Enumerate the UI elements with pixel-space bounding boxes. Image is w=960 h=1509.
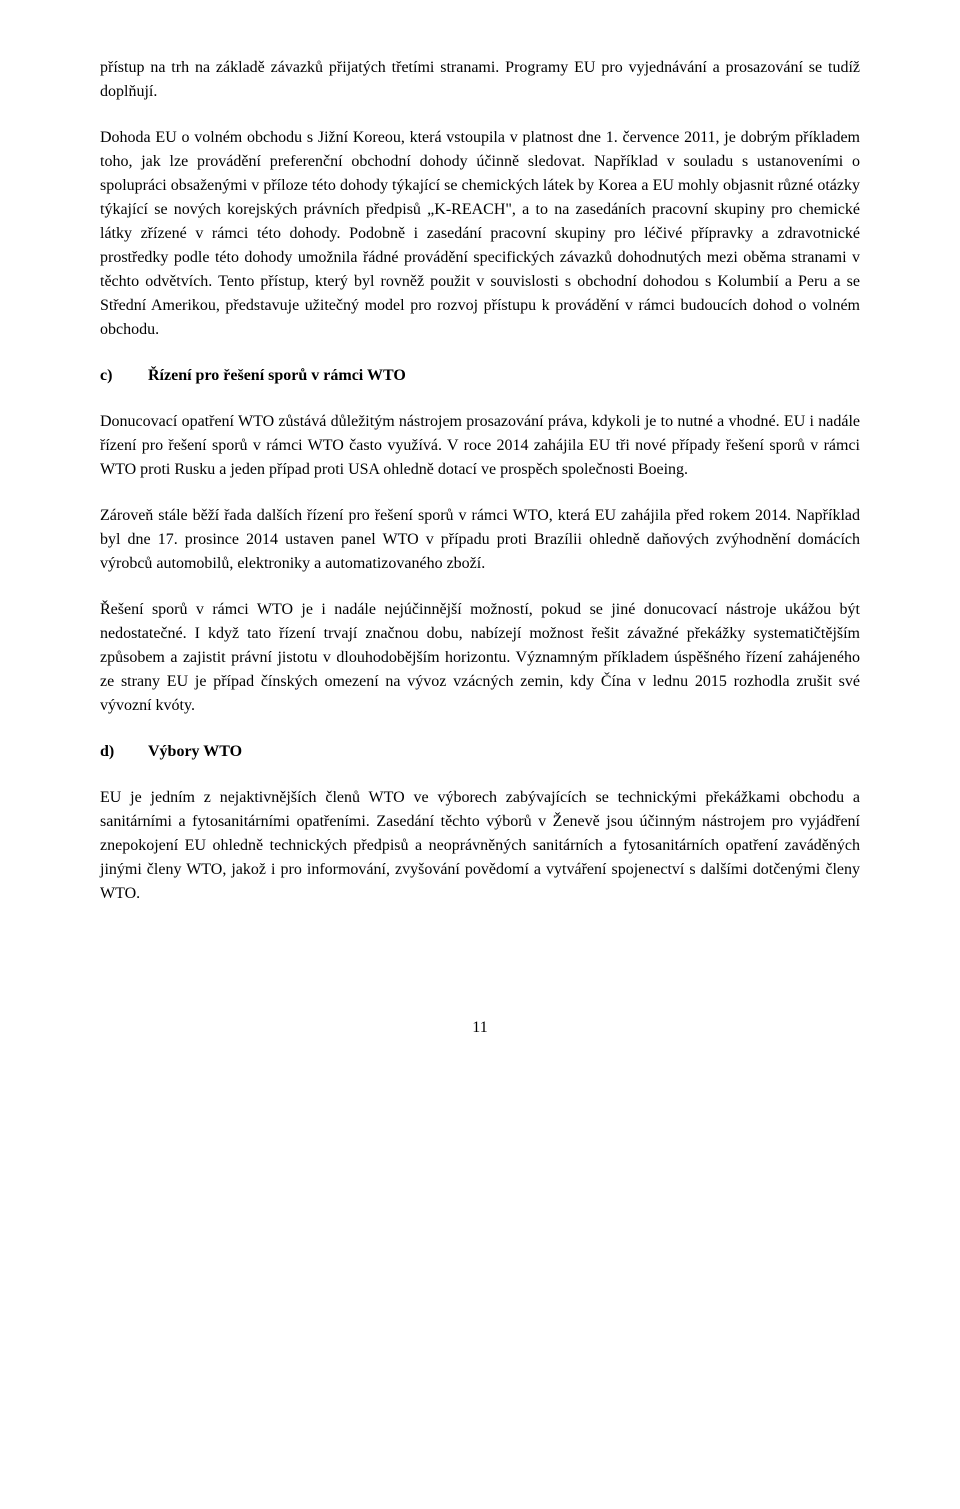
page-number: 11 xyxy=(100,1016,860,1040)
heading-d: d) Výbory WTO xyxy=(100,740,860,764)
heading-c-text: Řízení pro řešení sporů v rámci WTO xyxy=(148,364,406,388)
paragraph-wto-resolution: Řešení sporů v rámci WTO je i nadále nej… xyxy=(100,598,860,718)
paragraph-wto-committees: EU je jedním z nejaktivnějších členů WTO… xyxy=(100,786,860,906)
heading-d-text: Výbory WTO xyxy=(148,740,242,764)
heading-c-letter: c) xyxy=(100,364,148,388)
paragraph-korea: Dohoda EU o volném obchodu s Jižní Koreo… xyxy=(100,126,860,342)
heading-d-letter: d) xyxy=(100,740,148,764)
paragraph-wto-enforcement: Donucovací opatření WTO zůstává důležitý… xyxy=(100,410,860,482)
paragraph-wto-ongoing: Zároveň stále běží řada dalších řízení p… xyxy=(100,504,860,576)
paragraph-intro: přístup na trh na základě závazků přijat… xyxy=(100,56,860,104)
heading-c: c) Řízení pro řešení sporů v rámci WTO xyxy=(100,364,860,388)
